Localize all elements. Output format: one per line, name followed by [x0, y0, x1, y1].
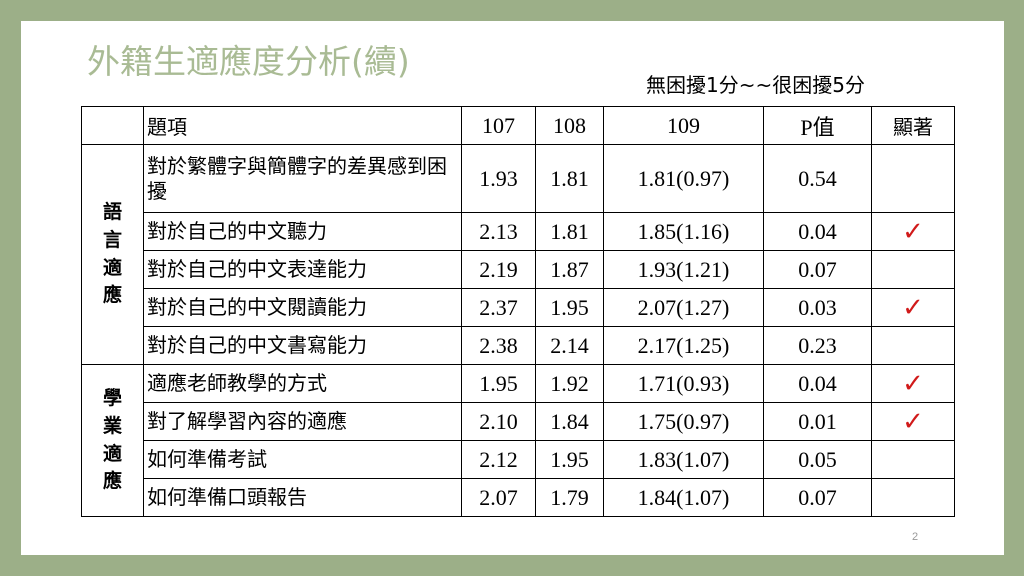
- row-107: 2.13: [461, 212, 536, 251]
- table-row: 對於自己的中文表達能力 2.19 1.87 1.93(1.21) 0.07: [82, 250, 955, 289]
- row-107: 1.95: [461, 364, 536, 403]
- header-cell-108: 108: [535, 106, 604, 145]
- row-107: 2.19: [461, 250, 536, 289]
- table-row: 如何準備考試 2.12 1.95 1.83(1.07) 0.05: [82, 440, 955, 479]
- header-cell-item: 題項: [143, 106, 462, 145]
- row-item: 對於自己的中文聽力: [143, 212, 462, 251]
- row-107: 2.38: [461, 326, 536, 365]
- row-item: 如何準備考試: [143, 440, 462, 479]
- row-107: 1.93: [461, 144, 536, 213]
- table-row: 對於自己的中文閱讀能力 2.37 1.95 2.07(1.27) 0.03 ✓: [82, 288, 955, 327]
- header-cell-107: 107: [461, 106, 536, 145]
- row-108: 1.95: [535, 288, 604, 327]
- row-108: 1.95: [535, 440, 604, 479]
- row-109: 1.81(0.97): [603, 144, 764, 213]
- row-107: 2.37: [461, 288, 536, 327]
- table-row: 對於自己的中文書寫能力 2.38 2.14 2.17(1.25) 0.23: [82, 326, 955, 365]
- row-109: 1.84(1.07): [603, 478, 764, 517]
- row-p-value: 0.05: [763, 440, 872, 479]
- row-p-value: 0.07: [763, 478, 872, 517]
- row-109: 1.71(0.93): [603, 364, 764, 403]
- check-icon: ✓: [871, 364, 955, 403]
- row-p-value: 0.23: [763, 326, 872, 365]
- row-107: 2.07: [461, 478, 536, 517]
- row-108: 1.81: [535, 144, 604, 213]
- row-item: 對於自己的中文書寫能力: [143, 326, 462, 365]
- row-item: 對於繁體字與簡體字的差異感到困擾: [143, 144, 462, 213]
- row-item: 如何準備口頭報告: [143, 478, 462, 517]
- row-108: 1.81: [535, 212, 604, 251]
- row-item: 對了解學習內容的適應: [143, 402, 462, 441]
- table-header-row: 題項 107 108 109 P值 顯著: [81, 106, 955, 145]
- header-cell-p-value: P值: [763, 106, 872, 145]
- slide-title: 外籍生適應度分析(續): [87, 42, 410, 81]
- table-row: 對於自己的中文聽力 2.13 1.81 1.85(1.16) 0.04 ✓: [82, 212, 955, 251]
- check-icon: [871, 144, 955, 213]
- row-108: 2.14: [535, 326, 604, 365]
- header-cell-significant: 顯著: [871, 106, 955, 145]
- row-109: 1.75(0.97): [603, 402, 764, 441]
- scale-note: 無困擾1分~~很困擾5分: [646, 73, 865, 97]
- row-109: 1.85(1.16): [603, 212, 764, 251]
- row-p-value: 0.54: [763, 144, 872, 213]
- row-p-value: 0.04: [763, 212, 872, 251]
- row-107: 2.12: [461, 440, 536, 479]
- check-icon: ✓: [871, 288, 955, 327]
- row-107: 2.10: [461, 402, 536, 441]
- header-cell-category: [81, 106, 144, 145]
- check-icon: [871, 250, 955, 289]
- page-number: 2: [912, 531, 919, 543]
- check-icon: [871, 326, 955, 365]
- row-108: 1.84: [535, 402, 604, 441]
- row-109: 2.07(1.27): [603, 288, 764, 327]
- row-109: 2.17(1.25): [603, 326, 764, 365]
- slide: 外籍生適應度分析(續) 無困擾1分~~很困擾5分 題項 107 108 109 …: [21, 21, 1004, 555]
- row-p-value: 0.04: [763, 364, 872, 403]
- check-icon: [871, 440, 955, 479]
- row-item: 適應老師教學的方式: [143, 364, 462, 403]
- check-icon: ✓: [871, 212, 955, 251]
- table-row: 學業適應 適應老師教學的方式 1.95 1.92 1.71(0.93) 0.04…: [81, 364, 955, 517]
- category-language: 語言適應: [81, 144, 144, 365]
- header-cell-109: 109: [603, 106, 764, 145]
- adaptation-table: 題項 107 108 109 P值 顯著 語言適應 對於繁體字與簡體字的差異感到…: [81, 106, 955, 517]
- table-row: 對了解學習內容的適應 2.10 1.84 1.75(0.97) 0.01 ✓: [82, 402, 955, 441]
- row-108: 1.92: [535, 364, 604, 403]
- table-row: 語言適應 對於繁體字與簡體字的差異感到困擾 1.93 1.81 1.81(0.9…: [81, 144, 955, 365]
- row-108: 1.87: [535, 250, 604, 289]
- check-icon: ✓: [871, 402, 955, 441]
- row-109: 1.83(1.07): [603, 440, 764, 479]
- table-row: 如何準備口頭報告 2.07 1.79 1.84(1.07) 0.07: [82, 478, 955, 517]
- row-108: 1.79: [535, 478, 604, 517]
- row-p-value: 0.07: [763, 250, 872, 289]
- check-icon: [871, 478, 955, 517]
- row-p-value: 0.03: [763, 288, 872, 327]
- row-item: 對於自己的中文表達能力: [143, 250, 462, 289]
- row-p-value: 0.01: [763, 402, 872, 441]
- row-109: 1.93(1.21): [603, 250, 764, 289]
- row-item: 對於自己的中文閱讀能力: [143, 288, 462, 327]
- category-academic: 學業適應: [81, 364, 144, 517]
